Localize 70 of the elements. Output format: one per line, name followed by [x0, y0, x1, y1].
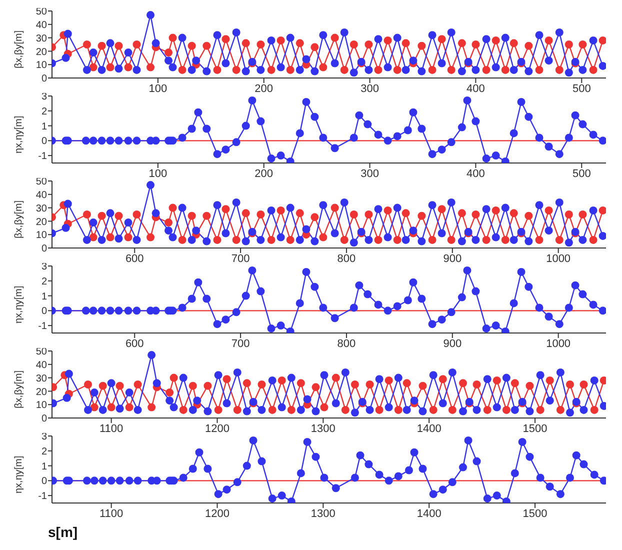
x-tick-label: 1500 [522, 508, 548, 520]
x-tick-label: 1300 [310, 422, 336, 435]
y-tick-label: 1 [41, 291, 48, 302]
y-tick-label: 3 [41, 432, 48, 443]
x-tick-label: 100 [148, 82, 168, 95]
y-tick-label: 1 [41, 461, 48, 472]
y-tick-label: 1 [41, 121, 48, 132]
x-tick-label: 800 [337, 252, 356, 265]
y-tick-label: 2 [41, 276, 48, 288]
y-axis-title: βx,βy[m] [14, 370, 25, 408]
x-tick-label: 100 [148, 168, 168, 180]
y-axis-title: ηx,ηy[m] [14, 455, 25, 494]
y-tick-label: 2 [41, 446, 48, 458]
x-tick-label: 1000 [546, 252, 571, 265]
y-tick-label: 50 [36, 6, 48, 18]
x-tick-label: 700 [231, 338, 250, 350]
x-tick-label: 600 [125, 252, 144, 265]
y-axis-title: βx,βy[m] [14, 30, 25, 68]
y-tick-label: 0 [41, 244, 48, 255]
x-axis-title: s[m] [48, 524, 78, 540]
x-tick-label: 800 [337, 338, 356, 350]
x-tick-label: 900 [443, 252, 462, 265]
x-tick-label: 500 [572, 168, 591, 180]
y-tick-label: 20 [36, 46, 48, 58]
y-tick-label: -1 [38, 151, 48, 162]
y-tick-label: 2 [41, 106, 48, 118]
x-tick-label: 500 [572, 82, 591, 95]
x-tick-label: 1300 [310, 508, 336, 520]
x-tick-label: 200 [254, 82, 274, 95]
x-tick-label: 300 [360, 168, 379, 180]
x-tick-label: 900 [443, 338, 462, 350]
y-tick-label: 50 [36, 346, 48, 358]
y-tick-label: 20 [36, 216, 48, 228]
x-tick-label: 1000 [546, 338, 571, 350]
y-axis-title: βx,βy[m] [14, 200, 25, 238]
y-tick-label: 20 [36, 386, 48, 398]
y-tick-label: 0 [41, 414, 48, 425]
y-axis-title: ηx,ηy[m] [14, 115, 25, 154]
x-tick-label: 1200 [205, 422, 230, 435]
y-tick-label: -1 [38, 491, 48, 502]
y-axis-title: ηx,ηy[m] [14, 285, 25, 324]
x-tick-label: 600 [125, 338, 144, 350]
y-tick-label: 0 [41, 136, 48, 148]
y-tick-label: 30 [36, 373, 48, 384]
x-tick-label: 400 [466, 168, 485, 180]
y-tick-label: 0 [41, 306, 48, 318]
x-tick-label: 1400 [416, 508, 442, 520]
y-tick-label: 0 [41, 476, 48, 488]
x-tick-label: 1100 [99, 422, 124, 435]
x-tick-label: 700 [231, 252, 250, 265]
x-tick-label: 1200 [205, 508, 230, 520]
y-tick-label: 30 [36, 203, 48, 214]
y-tick-label: 40 [36, 20, 48, 31]
y-tick-label: 10 [36, 230, 48, 242]
y-tick-label: -1 [38, 321, 48, 332]
y-tick-label: 10 [36, 400, 48, 412]
y-tick-label: 10 [36, 60, 48, 72]
x-tick-label: 300 [360, 82, 379, 95]
y-tick-label: 50 [36, 176, 48, 188]
x-tick-label: 200 [254, 168, 274, 180]
y-tick-label: 40 [36, 190, 48, 201]
y-tick-label: 3 [41, 262, 48, 273]
x-tick-label: 1100 [99, 508, 124, 520]
x-tick-label: 1500 [522, 422, 548, 435]
y-tick-label: 3 [41, 92, 48, 103]
y-tick-label: 40 [36, 360, 48, 371]
y-tick-label: 0 [41, 74, 48, 85]
y-tick-label: 30 [36, 33, 48, 44]
x-tick-label: 1400 [416, 422, 442, 435]
x-tick-label: 400 [466, 82, 485, 95]
